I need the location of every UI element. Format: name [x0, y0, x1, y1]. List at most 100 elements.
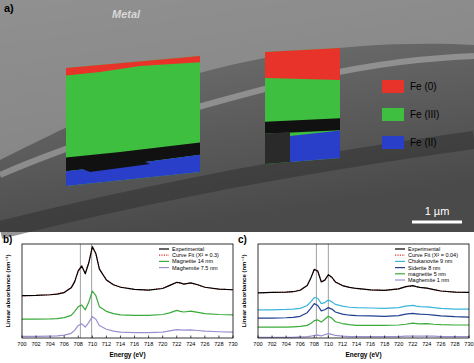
legend-swatch [382, 136, 404, 149]
x-tick [398, 336, 399, 339]
x-tick-label: 702 [31, 341, 40, 347]
x-tick [134, 336, 135, 339]
legend-label: Fe (II) [410, 137, 437, 148]
panel-a: a)MetalFe (0)Fe (III)Fe (II)1 µm [0, 0, 474, 232]
spectrum-line [258, 304, 469, 318]
x-tick [440, 336, 441, 339]
legend-label: Experimental [408, 246, 440, 252]
legend-line [395, 255, 405, 256]
x-tick-label: 700 [17, 341, 26, 347]
x-tick-label: 704 [45, 341, 54, 347]
scale-bar-label: 1 µm [425, 205, 450, 217]
spectrum-panel: c)70070270470670871071271471671872072272… [238, 234, 474, 359]
x-tick [328, 336, 329, 339]
spectrum-line [258, 270, 469, 293]
x-tick [162, 336, 163, 339]
x-tick [190, 336, 191, 339]
x-tick [218, 336, 219, 339]
legend-label: Fe (0) [410, 81, 437, 92]
x-tick [64, 336, 65, 339]
legend-line [159, 267, 169, 268]
reference-line [316, 244, 317, 338]
reference-line [328, 244, 329, 338]
spectrum-line [258, 334, 469, 338]
x-tick [106, 336, 107, 339]
x-tick-label: 716 [366, 341, 375, 347]
region-label: Metal [112, 8, 141, 20]
legend-line [159, 248, 169, 249]
x-tick-label: 708 [310, 341, 319, 347]
plot-frame [22, 244, 233, 338]
x-tick-label: 720 [394, 341, 403, 347]
x-tick-label: 718 [144, 341, 153, 347]
legend-line [395, 248, 405, 249]
x-tick-label: 710 [88, 341, 97, 347]
x-axis-label: Energy (eV) [345, 351, 381, 359]
figure: a)MetalFe (0)Fe (III)Fe (II)1 µmb)700702… [0, 0, 474, 363]
plot-area [22, 244, 233, 338]
legend-line [395, 279, 405, 280]
legend: ExperimentalCurve Fit (X² = 0.3)Magnetit… [159, 246, 219, 271]
legend-label: Experimental [172, 246, 204, 252]
x-tick-label: 714 [116, 341, 125, 347]
spectrum-line [22, 317, 233, 337]
x-tick [120, 336, 121, 339]
x-tick-label: 712 [102, 341, 111, 347]
spectrum-line [258, 269, 469, 293]
x-tick-label: 702 [267, 341, 276, 347]
x-tick [176, 336, 177, 339]
scale-bar [412, 221, 462, 224]
legend-line [159, 261, 169, 262]
legend-label: Chukanovite 9 nm [408, 258, 453, 264]
x-tick [454, 336, 455, 339]
map-fe0 [260, 45, 345, 80]
legend-label: Maghemite 7.5 nm [172, 265, 218, 271]
x-tick-label: 722 [172, 341, 181, 347]
legend-line [159, 255, 169, 256]
y-axis-label: Linear absorbance (nm⁻¹) [5, 254, 11, 327]
x-tick-label: 710 [324, 341, 333, 347]
map-left [60, 50, 205, 190]
x-tick [233, 336, 234, 339]
x-tick [356, 336, 357, 339]
map-fe2 [290, 130, 345, 170]
x-tick-label: 706 [296, 341, 305, 347]
x-tick-label: 714 [352, 341, 361, 347]
legend-swatch [382, 108, 404, 121]
map-gap [80, 160, 150, 172]
y-axis-label: Linear absorbance (nm⁻¹) [241, 254, 247, 327]
x-tick-label: 704 [281, 341, 290, 347]
x-tick [78, 336, 79, 339]
spectrum-line [22, 291, 233, 319]
x-tick [258, 336, 259, 339]
x-tick [426, 336, 427, 339]
legend-label: Curve Fit (X² = 0.3) [172, 252, 219, 258]
panel-label: b) [3, 234, 12, 245]
legend-line [395, 273, 405, 274]
x-tick [370, 336, 371, 339]
legend-label: Maghemite 1 nm [408, 277, 449, 283]
x-tick-label: 700 [253, 341, 262, 347]
map-fe3 [60, 50, 205, 190]
panel-label: c) [238, 234, 247, 245]
x-tick-label: 716 [130, 341, 139, 347]
x-tick [384, 336, 385, 339]
x-tick [50, 336, 51, 339]
x-axis-label: Energy (eV) [109, 351, 145, 359]
x-tick-label: 708 [74, 341, 83, 347]
x-tick-label: 718 [380, 341, 389, 347]
spectrum-line [22, 247, 233, 296]
x-tick [412, 336, 413, 339]
x-tick-label: 730 [228, 341, 237, 347]
x-tick-label: 728 [214, 341, 223, 347]
legend-label: magnetite 5 nm [408, 271, 446, 277]
map-dark [260, 132, 290, 170]
legend-line [395, 267, 405, 268]
x-tick-label: 724 [422, 341, 431, 347]
x-tick-label: 726 [436, 341, 445, 347]
x-tick [204, 336, 205, 339]
x-tick-label: 722 [408, 341, 417, 347]
x-tick [36, 336, 37, 339]
x-tick [286, 336, 287, 339]
map-fe0 [60, 50, 205, 76]
